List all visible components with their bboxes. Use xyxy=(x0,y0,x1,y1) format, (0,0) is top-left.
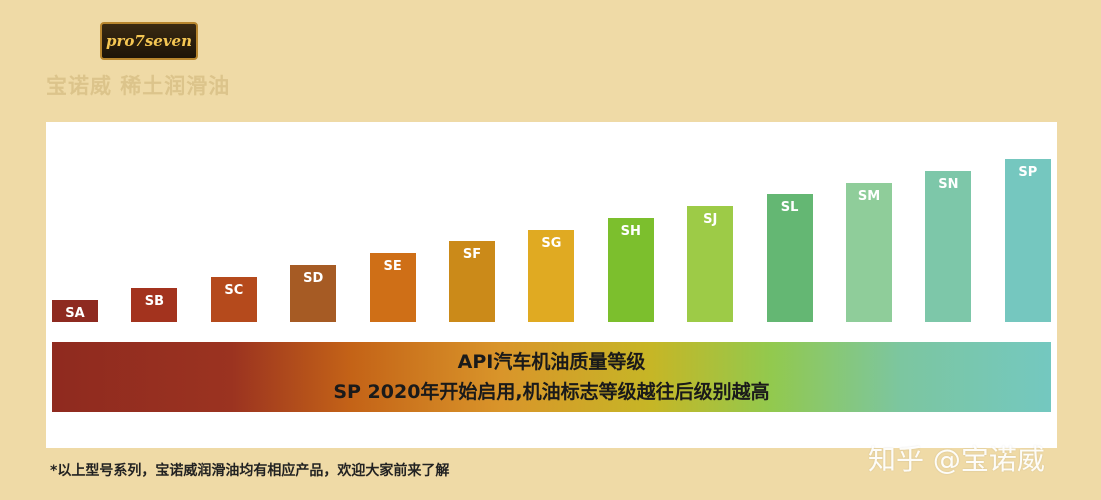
bar-se: SE xyxy=(369,253,416,322)
footnote: *以上型号系列，宝诺威润滑油均有相应产品，欢迎大家前来了解 xyxy=(50,463,450,479)
bar-label: SC xyxy=(224,282,244,298)
bar-sp: SP xyxy=(1004,159,1051,322)
bar-label: SA xyxy=(65,306,85,321)
brand-subtitle: 宝诺威 稀土润滑油 xyxy=(46,74,231,98)
bar-label: SB xyxy=(144,294,165,310)
legend-band: API汽车机油质量等级 SP 2020年开始启用,机油标志等级越往后级别越高 xyxy=(52,342,1051,412)
bar-sg: SG xyxy=(528,229,575,322)
chart-panel: SA SB SC SD SE SF SG SH SJ SL SM SN SP API汽车机油质量等级 S… xyxy=(46,122,1057,448)
bar-sa: SA xyxy=(52,300,98,322)
bar-sj: SJ xyxy=(687,206,734,322)
bar-label: SP xyxy=(1018,165,1038,180)
watermark: 知乎 @宝诺威 xyxy=(868,443,1045,476)
bar-sl: SL xyxy=(766,194,813,322)
legend-line-2: SP 2020年开始启用,机油标志等级越往后级别越高 xyxy=(333,381,770,403)
bar-sc: SC xyxy=(210,276,257,322)
bar-sh: SH xyxy=(607,217,654,322)
bar-sb: SB xyxy=(131,288,178,322)
bar-sm: SM xyxy=(846,182,892,322)
bar-label: SE xyxy=(383,259,402,274)
brand-logo: pro7seven xyxy=(100,22,198,60)
bar-sd: SD xyxy=(290,264,337,322)
bar-sf: SF xyxy=(449,241,495,322)
bar-label: SF xyxy=(462,247,482,263)
bar-label: SL xyxy=(780,200,799,216)
bar-label: SJ xyxy=(703,212,718,227)
bar-label: SN xyxy=(938,176,959,192)
legend-line-1: API汽车机油质量等级 xyxy=(457,351,646,373)
bar-label: SD xyxy=(303,270,324,286)
bar-label: SM xyxy=(857,188,881,204)
bar-sn: SN xyxy=(925,170,972,322)
bar-label: SG xyxy=(541,235,562,251)
bar-label: SH xyxy=(620,223,641,239)
